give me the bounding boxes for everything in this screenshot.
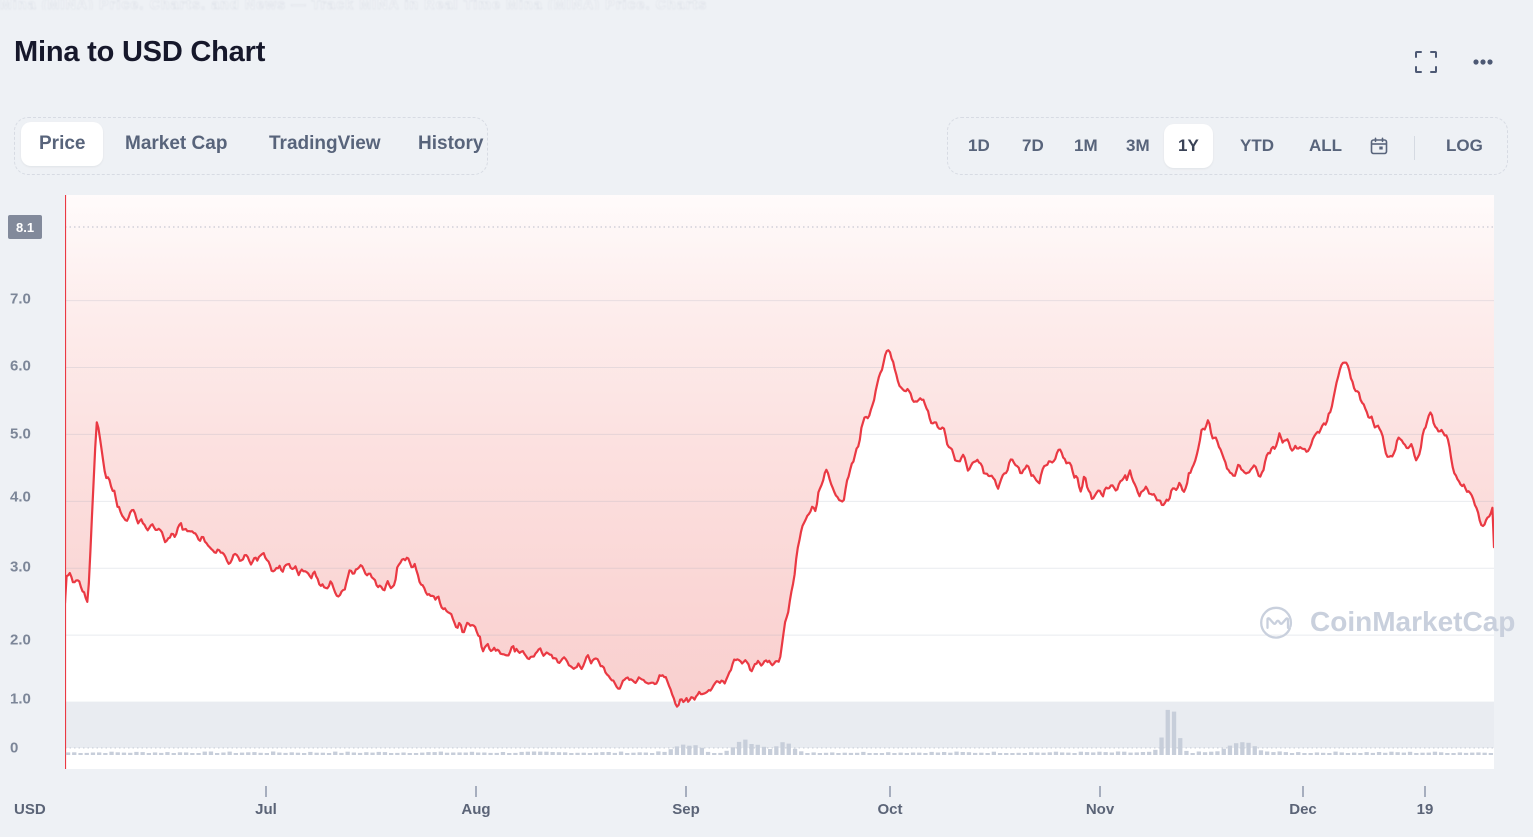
svg-text:Mina (MINA) Price, Charts, and: Mina (MINA) Price, Charts, and News — Tr… xyxy=(0,0,707,10)
